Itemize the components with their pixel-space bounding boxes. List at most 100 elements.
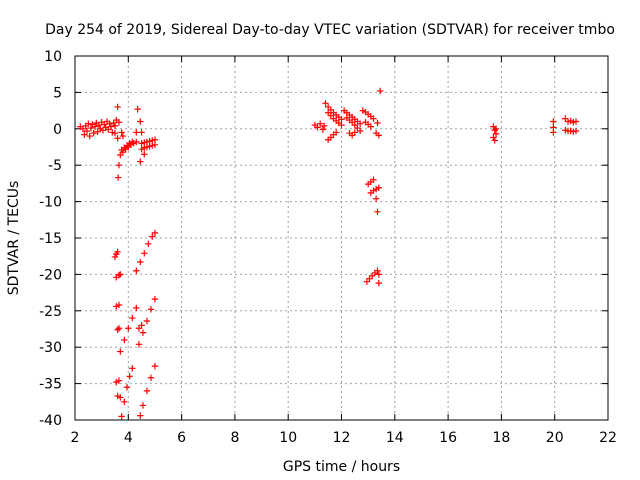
data-point bbox=[351, 129, 359, 136]
data-point bbox=[490, 134, 497, 141]
y-tick-label: -25 bbox=[39, 304, 62, 320]
data-point bbox=[91, 123, 99, 130]
data-point bbox=[356, 127, 364, 135]
x-tick-label: 22 bbox=[599, 430, 617, 446]
data-point bbox=[107, 123, 115, 130]
grid-layer bbox=[75, 56, 608, 420]
y-tick-label: -30 bbox=[39, 340, 62, 356]
data-point bbox=[115, 271, 123, 279]
data-point bbox=[491, 127, 498, 134]
data-point bbox=[375, 132, 383, 139]
data-point bbox=[85, 120, 92, 127]
y-tick-label: -10 bbox=[39, 195, 62, 211]
data-point bbox=[375, 279, 383, 287]
x-tick-label: 14 bbox=[386, 430, 404, 446]
data-point bbox=[115, 325, 123, 332]
data-point bbox=[117, 394, 124, 401]
data-point bbox=[111, 129, 119, 137]
data-point bbox=[114, 103, 121, 111]
data-point bbox=[367, 123, 375, 130]
data-point bbox=[151, 136, 159, 143]
data-point bbox=[115, 377, 123, 384]
data-point bbox=[126, 373, 133, 380]
x-tick-label: 6 bbox=[177, 430, 186, 446]
x-axis-label: GPS time / hours bbox=[283, 459, 400, 475]
data-point bbox=[491, 137, 498, 144]
data-point bbox=[111, 253, 119, 261]
data-point bbox=[151, 229, 159, 237]
data-point bbox=[151, 295, 159, 303]
data-point bbox=[115, 119, 123, 126]
x-tick-label: 10 bbox=[279, 430, 297, 446]
data-point bbox=[111, 122, 119, 130]
data-point bbox=[129, 314, 136, 322]
data-point bbox=[319, 126, 327, 133]
data-point bbox=[550, 118, 557, 125]
data-point bbox=[121, 336, 128, 344]
x-tick-label: 16 bbox=[439, 430, 457, 446]
data-point bbox=[137, 158, 144, 165]
data-point bbox=[90, 129, 97, 137]
data-point bbox=[316, 120, 324, 127]
data-point bbox=[106, 120, 113, 127]
data-point bbox=[143, 317, 151, 325]
data-point bbox=[145, 240, 152, 248]
x-tick-label: 2 bbox=[71, 430, 80, 446]
plot-frame bbox=[74, 55, 609, 421]
data-point bbox=[356, 120, 364, 127]
x-tick-label: 8 bbox=[230, 430, 239, 446]
data-point bbox=[141, 151, 148, 158]
data-point bbox=[114, 326, 121, 333]
data-point bbox=[149, 233, 156, 240]
data-point bbox=[375, 184, 383, 191]
x-tick-label: 12 bbox=[333, 430, 351, 446]
data-point bbox=[137, 118, 144, 125]
data-point bbox=[147, 374, 155, 381]
y-tick-label: -35 bbox=[39, 377, 62, 393]
data-point bbox=[492, 125, 500, 132]
data-point bbox=[572, 127, 580, 135]
y-tick-label: -5 bbox=[48, 158, 62, 174]
data-point bbox=[322, 100, 329, 107]
y-axis-tick-labels: 10 5 0 -5 -10 -15 -20 -25 -30 -35 -40 bbox=[39, 49, 62, 429]
data-point bbox=[143, 387, 151, 395]
data-point bbox=[121, 398, 128, 405]
data-point bbox=[374, 208, 381, 215]
data-point bbox=[115, 301, 123, 309]
x-tick-label: 4 bbox=[124, 430, 133, 446]
data-point bbox=[370, 115, 377, 122]
data-point bbox=[119, 132, 127, 140]
data-point bbox=[332, 129, 340, 136]
data-point bbox=[137, 258, 144, 266]
data-point bbox=[135, 341, 143, 348]
chart-title: Day 254 of 2019, Sidereal Day-to-day VTE… bbox=[45, 22, 615, 38]
data-point bbox=[114, 135, 121, 142]
data-point bbox=[370, 176, 377, 183]
data-point bbox=[117, 271, 124, 278]
data-point bbox=[550, 129, 557, 136]
y-tick-label: -20 bbox=[39, 267, 62, 283]
data-point bbox=[133, 304, 140, 312]
x-axis-tick-labels: 2 4 6 8 10 12 14 16 18 20 22 bbox=[71, 430, 617, 446]
data-point bbox=[115, 162, 123, 169]
data-point bbox=[137, 412, 144, 419]
data-point bbox=[374, 267, 381, 274]
x-tick-label: 18 bbox=[492, 430, 510, 446]
data-point bbox=[139, 402, 147, 409]
data-point bbox=[86, 132, 93, 140]
data-point bbox=[114, 174, 122, 181]
data-point bbox=[87, 124, 95, 132]
data-point bbox=[139, 329, 147, 336]
data-point bbox=[376, 87, 384, 95]
data-point bbox=[81, 131, 88, 138]
x-tick-label: 20 bbox=[546, 430, 564, 446]
data-point bbox=[314, 124, 321, 131]
data-point bbox=[118, 129, 125, 136]
data-point bbox=[117, 348, 124, 355]
data-point bbox=[338, 121, 345, 129]
data-point bbox=[147, 306, 155, 313]
y-tick-label: 5 bbox=[53, 85, 62, 101]
data-point bbox=[572, 118, 580, 125]
data-point bbox=[114, 248, 121, 256]
